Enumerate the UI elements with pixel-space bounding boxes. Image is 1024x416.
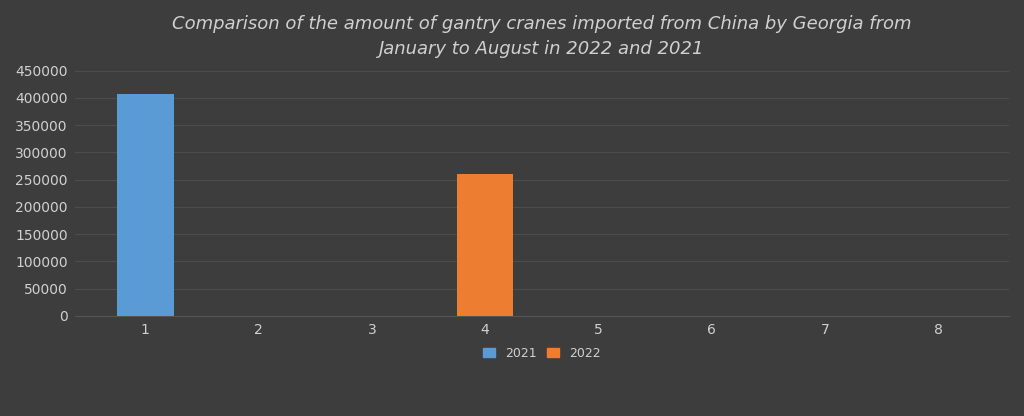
Legend: 2021, 2022: 2021, 2022 (479, 343, 604, 364)
Bar (457, 174, 513, 316)
Bar (117, 94, 174, 316)
Title: Comparison of the amount of gantry cranes imported from China by Georgia from
Ja: Comparison of the amount of gantry crane… (172, 15, 911, 58)
